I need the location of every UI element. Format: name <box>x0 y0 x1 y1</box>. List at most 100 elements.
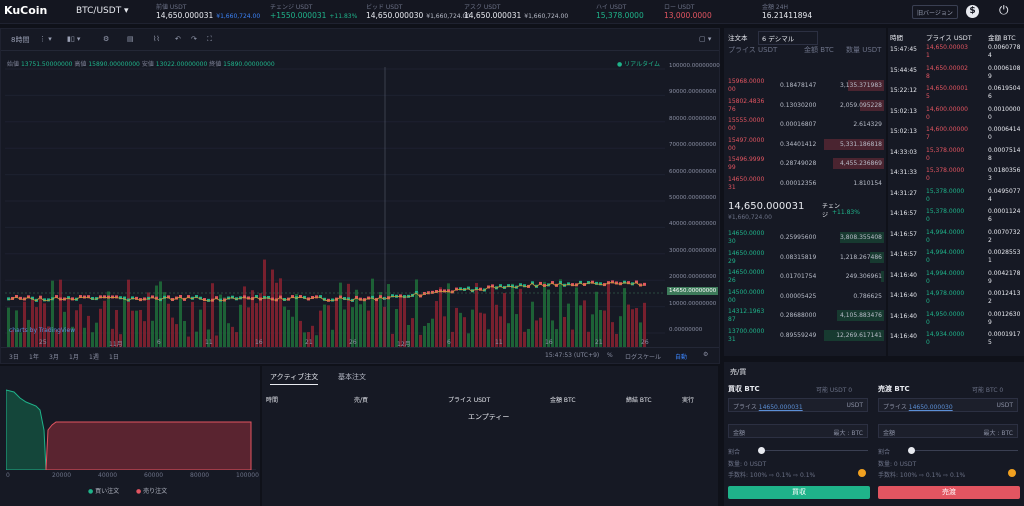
power-icon[interactable]: ⏻ <box>999 3 1009 17</box>
trade-time: 15:22:12 <box>890 87 917 94</box>
volume-bar <box>291 316 294 347</box>
candle <box>639 283 642 287</box>
log-scale-toggle[interactable]: ログスケール <box>625 354 662 361</box>
depth-x-tick: 40000 <box>98 472 118 479</box>
trade-time: 14:31:27 <box>890 189 917 197</box>
tab-active-orders[interactable]: アクティブ注文 <box>270 372 319 385</box>
percent-toggle[interactable]: % <box>607 352 613 359</box>
depth-chart: 0 20000 40000 60000 80000 100000 ● 買い注文 ● 売り注… <box>0 366 260 506</box>
buy-ratio-slider[interactable] <box>758 447 868 454</box>
active-col-header[interactable]: 金額 BTC <box>550 397 576 404</box>
kucoin-logo[interactable]: KuCoin <box>4 4 48 17</box>
tab-basic-orders[interactable]: 基本注文 <box>338 373 366 381</box>
trade-amount: 0.0012413 2 <box>988 290 1021 305</box>
candle <box>39 295 42 299</box>
candle <box>455 287 458 291</box>
book-price[interactable]: 15802.4836 76 <box>728 97 765 113</box>
book-price[interactable]: 13700.0000 31 <box>728 327 765 343</box>
book-price[interactable]: 14650.0000 29 <box>728 249 765 265</box>
candle-type-icon[interactable]: ▮▯ ▾ <box>67 35 81 43</box>
range-button[interactable]: 3日 <box>9 354 19 361</box>
book-price[interactable]: 15555.0000 00 <box>728 117 765 132</box>
col-time: 時間 <box>890 34 903 42</box>
candle <box>19 296 22 300</box>
candle <box>571 283 574 287</box>
fullscreen-icon[interactable]: ⛶ <box>207 35 212 43</box>
stat-sub: ¥1,660,724.00 <box>426 13 471 20</box>
sell-fee: 手数料: 100% ⇨ 0.1% ⇨ 0.1% <box>878 472 966 479</box>
auto-scale-toggle[interactable]: 自動 <box>675 354 688 361</box>
volume-bar <box>223 297 226 347</box>
volume-bar <box>471 309 474 347</box>
book-price[interactable]: 14312.1963 87 <box>728 308 765 323</box>
sell-ratio-slider[interactable] <box>908 447 1018 454</box>
range-button[interactable]: 1週 <box>89 354 99 361</box>
book-price[interactable]: 14650.0000 31 <box>728 175 765 191</box>
range-button[interactable]: 1月 <box>69 354 79 361</box>
candle <box>219 298 222 302</box>
old-version-button[interactable]: 旧バージョン <box>912 5 958 19</box>
candlestick-plot[interactable] <box>5 67 665 347</box>
volume-bar <box>179 295 182 347</box>
chart-toolbar: 8時間 ⋮ ▾ ▮▯ ▾ ⚙ ▤ ⌇⌇ ↶ ↷ ⛶ ▢ ▾ <box>1 29 719 51</box>
tradingview-credit[interactable]: charts by TradingView <box>9 327 76 334</box>
buy-button[interactable]: 買収 <box>728 486 870 499</box>
volume-bar <box>627 304 630 347</box>
volume-bar <box>255 303 258 347</box>
book-price[interactable]: 15497.0000 00 <box>728 136 765 152</box>
stat-value: 14,650.000030 <box>366 11 424 20</box>
buy-price-input[interactable]: プライス 14650.000031 USDT <box>728 398 868 412</box>
volume-bar <box>67 296 70 347</box>
volume-bar <box>363 298 366 347</box>
redo-icon[interactable]: ↷ <box>191 35 197 43</box>
volume-bar <box>571 329 574 347</box>
pair-selector[interactable]: BTC/USDT ▾ <box>76 6 129 16</box>
sell-amount-input[interactable]: 金額 最大 : BTC <box>878 424 1018 438</box>
volume-bar <box>275 282 278 347</box>
more-icon[interactable]: ⋮ ▾ <box>39 35 52 43</box>
candle <box>283 297 286 301</box>
book-price[interactable]: 15968.0000 00 <box>728 78 765 93</box>
book-price[interactable]: 14650.0000 30 <box>728 230 765 245</box>
chart-settings-icon[interactable]: ⚙ <box>703 351 709 358</box>
dollar-icon[interactable]: $ <box>966 5 979 18</box>
candle <box>203 298 206 302</box>
decimal-selector[interactable]: 6 デシマル <box>758 31 818 45</box>
screenshot-icon[interactable]: ▢ ▾ <box>699 35 712 43</box>
depth-plot[interactable] <box>6 370 256 470</box>
active-col-header[interactable]: 時間 <box>266 397 279 404</box>
depth-fill <box>824 329 884 341</box>
candle <box>531 281 534 285</box>
range-button[interactable]: 1年 <box>29 354 39 361</box>
interval-selector[interactable]: 8時間 <box>11 36 30 44</box>
sell-price-input[interactable]: プライス 14650.000030 USDT <box>878 398 1018 412</box>
book-price[interactable]: 14500.0000 00 <box>728 288 765 304</box>
candle <box>475 287 478 291</box>
active-col-header[interactable]: 締結 BTC <box>626 397 652 404</box>
book-amount: 0.13030200 <box>780 101 817 109</box>
volume-bar <box>295 293 298 347</box>
depth-fill <box>832 158 884 169</box>
stat-label: ハイ USDT <box>596 4 627 11</box>
trade-time: 14:16:40 <box>890 312 917 320</box>
trade-time: 14:16:57 <box>890 230 917 238</box>
candle <box>155 296 158 300</box>
active-col-header[interactable]: プライス USDT <box>448 397 491 404</box>
active-col-header[interactable]: 実行 <box>682 397 695 404</box>
book-price[interactable]: 14650.0000 26 <box>728 269 765 284</box>
trade-price: 14,994.0000 0 <box>926 228 965 244</box>
undo-icon[interactable]: ↶ <box>175 35 181 43</box>
candle <box>427 291 430 295</box>
volume-bar <box>623 288 626 347</box>
book-price[interactable]: 15496.9999 99 <box>728 156 765 171</box>
settings-icon[interactable]: ⚙ <box>103 35 110 43</box>
sell-quantity: 数量: 0 USDT <box>878 461 917 468</box>
active-col-header[interactable]: 売/買 <box>354 397 369 404</box>
range-button[interactable]: 1日 <box>109 354 119 361</box>
indicator-icon[interactable]: ▤ <box>127 35 134 43</box>
book-total: 0.786625 <box>853 292 882 300</box>
sell-button[interactable]: 売渡 <box>878 486 1020 499</box>
buy-amount-input[interactable]: 金額 最大 : BTC <box>728 424 868 438</box>
range-button[interactable]: 3月 <box>49 354 59 361</box>
compare-icon[interactable]: ⌇⌇ <box>153 35 160 43</box>
